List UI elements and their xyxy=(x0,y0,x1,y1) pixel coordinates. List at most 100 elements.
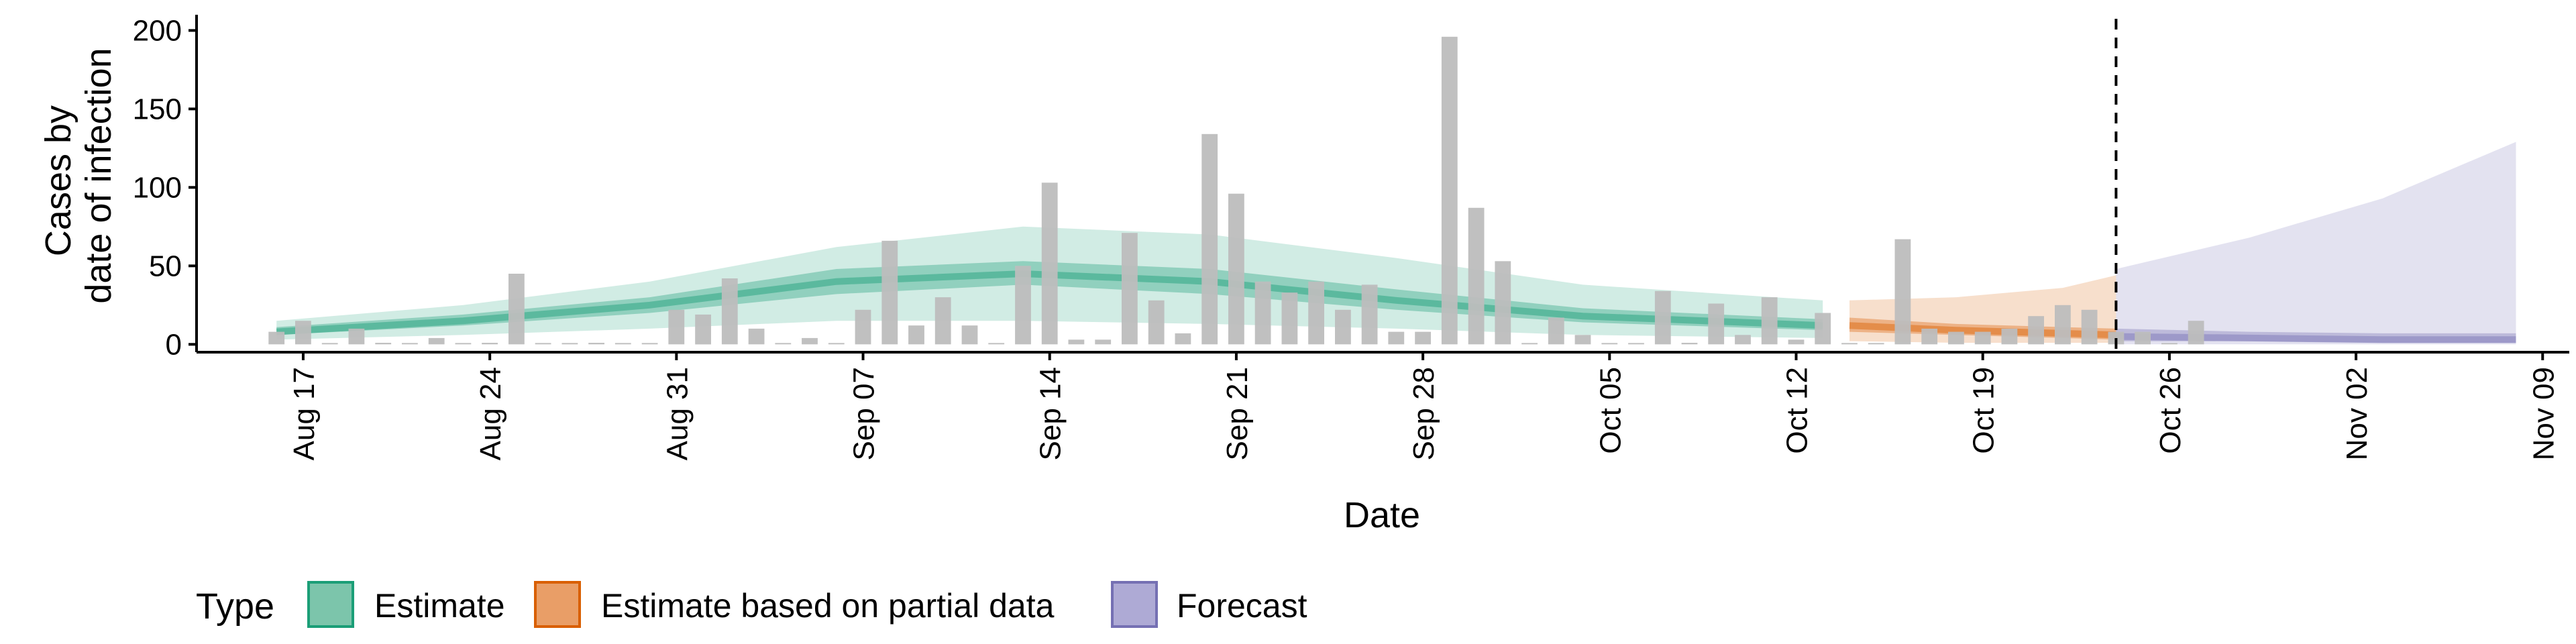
y-axis-ticks: 0 50 100 150 200 xyxy=(133,14,197,361)
x-tick-label: Oct 05 xyxy=(1594,367,1627,454)
case-bar xyxy=(508,274,525,345)
case-bar xyxy=(402,343,418,345)
estimate-bands xyxy=(276,142,2516,345)
case-bar xyxy=(1974,331,1991,345)
case-bar xyxy=(1441,36,1458,345)
case-bar xyxy=(1281,292,1298,345)
case-bar xyxy=(1201,133,1218,345)
x-tick-label: Aug 17 xyxy=(288,367,321,460)
legend-label-partial: Estimate based on partial data xyxy=(601,587,1055,625)
case-bar xyxy=(1041,182,1058,345)
case-bar xyxy=(2161,343,2178,345)
case-bar xyxy=(988,343,1005,345)
case-bar xyxy=(641,343,658,345)
case-bar xyxy=(535,343,551,345)
x-tick-label: Oct 26 xyxy=(2154,367,2187,454)
case-bar xyxy=(1148,300,1165,345)
case-bar xyxy=(1254,281,1271,345)
case-bars xyxy=(268,36,2204,345)
case-bar xyxy=(775,343,792,345)
case-bar xyxy=(1628,343,1644,345)
x-tick-label: Sep 28 xyxy=(1407,367,1440,460)
case-bar xyxy=(321,343,338,345)
case-bar xyxy=(1681,343,1698,345)
case-bar xyxy=(1095,339,1112,345)
legend-key-partial xyxy=(534,581,581,628)
x-tick-label: Sep 07 xyxy=(848,367,881,460)
case-bar xyxy=(802,337,818,345)
x-axis-ticks: Aug 17 Aug 24 Aug 31 Sep 07 Sep 14 Sep 21 Sep … xyxy=(288,352,2560,460)
case-bar xyxy=(1654,290,1671,345)
case-bar xyxy=(855,309,871,345)
case-bar xyxy=(2081,309,2098,345)
case-bar xyxy=(1415,331,1431,345)
estimate-based-on-partial-data-inner-band xyxy=(1849,317,2116,340)
case-bar xyxy=(614,343,631,345)
case-bar xyxy=(1335,309,1351,345)
case-bar xyxy=(1708,303,1725,345)
case-bar xyxy=(695,314,711,345)
case-bar xyxy=(1015,266,1031,345)
case-bar xyxy=(2135,331,2151,345)
case-bar xyxy=(2188,321,2204,345)
x-tick-label: Nov 09 xyxy=(2527,367,2560,460)
case-bar xyxy=(1894,239,1911,345)
case-bar xyxy=(2001,328,2018,345)
plot-area xyxy=(268,19,2516,352)
case-bar xyxy=(1308,281,1324,345)
case-bar xyxy=(2108,331,2125,345)
case-bar xyxy=(748,328,765,345)
x-tick-label: Sep 14 xyxy=(1034,367,1067,460)
case-bar xyxy=(1815,313,1831,345)
case-bar xyxy=(1468,207,1485,345)
case-bar xyxy=(1841,343,1858,345)
legend-label-estimate: Estimate xyxy=(374,587,505,625)
forecast-inner-band xyxy=(2116,328,2516,343)
forecast-median-line xyxy=(2116,333,2516,343)
case-bar xyxy=(455,343,472,345)
y-tick-label: 200 xyxy=(133,14,182,47)
case-bar xyxy=(1548,317,1564,345)
case-bar xyxy=(482,343,498,345)
case-bar xyxy=(1761,297,1778,345)
case-bar xyxy=(1921,328,1938,345)
case-bar xyxy=(668,309,685,345)
x-tick-label: Sep 21 xyxy=(1221,367,1254,460)
case-bar xyxy=(908,325,924,345)
estimate-based-on-partial-data-outer-band xyxy=(1849,275,2116,343)
case-bar xyxy=(881,240,898,345)
x-tick-label: Oct 12 xyxy=(1781,367,1814,454)
case-bar xyxy=(268,331,285,345)
case-bar xyxy=(428,337,445,345)
x-tick-label: Aug 24 xyxy=(474,367,507,460)
case-bar xyxy=(1228,193,1244,345)
y-tick-label: 100 xyxy=(133,171,182,204)
case-bar xyxy=(961,325,978,345)
legend-title: Type xyxy=(196,586,274,627)
y-tick-label: 0 xyxy=(166,328,182,361)
case-bar xyxy=(1361,284,1378,345)
case-bar xyxy=(2028,316,2044,345)
case-bar xyxy=(1868,343,1884,345)
case-bar xyxy=(1601,343,1618,345)
case-bar xyxy=(1735,335,1751,345)
legend-label-forecast: Forecast xyxy=(1177,587,1307,625)
case-bar xyxy=(375,343,392,345)
x-tick-label: Oct 19 xyxy=(1968,367,2000,454)
case-bar xyxy=(1574,335,1591,345)
case-bar xyxy=(1495,261,1511,345)
case-bar xyxy=(934,297,951,345)
case-bar xyxy=(295,321,311,345)
x-tick-label: Nov 02 xyxy=(2341,367,2373,460)
y-tick-label: 50 xyxy=(149,250,182,282)
y-tick-label: 150 xyxy=(133,93,182,125)
case-bar xyxy=(828,343,845,345)
case-bar xyxy=(1788,339,1805,345)
axes: 0 50 100 150 200 Aug 17 Aug 24 Aug 31 Sep 07 Sep… xyxy=(133,14,2569,460)
case-bar xyxy=(1122,233,1138,345)
case-bar xyxy=(1388,331,1405,345)
x-axis-title: Date xyxy=(1344,495,1420,535)
legend: Type Estimate Estimate based on partial … xyxy=(196,581,1307,628)
legend-key-estimate xyxy=(307,581,354,628)
